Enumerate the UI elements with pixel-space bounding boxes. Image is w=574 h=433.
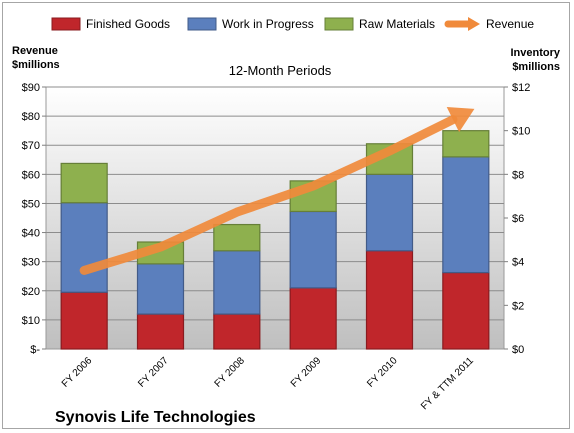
revenue-line [79, 107, 475, 275]
bar-work-in-progress [136, 263, 185, 315]
left-axis-tick-label: $20 [22, 286, 40, 298]
chart-title: 12-Month Periods [229, 63, 332, 78]
bar-work-in-progress [442, 156, 490, 274]
legend-label-raw-materials: Raw Materials [359, 17, 435, 31]
left-axis-tick-label: $40 [22, 228, 40, 240]
left-axis-tick-label: $70 [22, 140, 40, 152]
legend-label-revenue: Revenue [486, 17, 534, 31]
chart-frame [2, 2, 570, 429]
right-axis-tick-label: $12 [512, 82, 530, 94]
legend-swatch-work-in-progress [187, 17, 217, 31]
left-axis-tick-label: $60 [22, 169, 40, 181]
right-axis-tick-label: $2 [512, 300, 524, 312]
company-name: Synovis Life Technologies [55, 409, 256, 426]
right-axis-tick-label: $8 [512, 169, 524, 181]
bar-raw-materials [442, 130, 490, 158]
legend-label-finished-goods: Finished Goods [86, 17, 170, 31]
revenue-arrowhead [446, 107, 475, 133]
right-axis-label-line1: Inventory [510, 47, 560, 59]
bar-finished-goods [136, 313, 185, 350]
legend-swatch-raw-materials [324, 17, 354, 31]
x-axis-category-label: FY 2006 [60, 355, 95, 390]
legend-label-work-in-progress: Work in Progress [222, 17, 314, 31]
right-axis-label-line2: $millions [512, 61, 560, 73]
revenue-series-line [79, 115, 458, 275]
right-axis-tick-label: $0 [512, 344, 524, 356]
bar-work-in-progress [289, 210, 337, 289]
legend: Finished Goods Work in Progress Raw Materi… [51, 17, 534, 31]
left-axis-tick-label: $80 [22, 111, 40, 123]
bar-work-in-progress [60, 202, 108, 293]
right-axis-tick-label: $6 [512, 213, 524, 225]
legend-swatch-finished-goods [51, 17, 81, 31]
left-axis-tick-label: $50 [22, 198, 40, 210]
legend-arrow-revenue [468, 17, 480, 31]
x-axis-category-label: FY 2010 [365, 355, 400, 390]
x-axis-category-label: FY 2009 [289, 355, 324, 390]
bar-finished-goods [60, 291, 108, 350]
left-axis-tick-label: $30 [22, 257, 40, 269]
bar-raw-materials [213, 223, 261, 252]
bar-finished-goods [442, 271, 490, 350]
bar-raw-materials [60, 162, 108, 204]
bar-finished-goods [365, 250, 414, 350]
x-axis-category-label: FY 2007 [136, 355, 171, 390]
left-axis-label-line1: Revenue [12, 45, 58, 57]
left-axis-label-line2: $millions [12, 59, 60, 71]
left-axis-tick-label: $90 [22, 82, 40, 94]
right-axis-tick-label: $10 [512, 126, 530, 138]
x-axis-category-label: FY & TTM 2011 [419, 355, 476, 412]
bar-finished-goods [289, 287, 337, 350]
bar-work-in-progress [365, 173, 414, 252]
x-axis-category-label: FY 2008 [213, 355, 248, 390]
bar-work-in-progress [213, 250, 261, 315]
left-axis-tick-label: $10 [22, 315, 40, 327]
left-axis-tick-label: $- [30, 344, 40, 356]
right-axis-tick-label: $4 [512, 257, 524, 269]
bar-finished-goods [213, 313, 261, 350]
